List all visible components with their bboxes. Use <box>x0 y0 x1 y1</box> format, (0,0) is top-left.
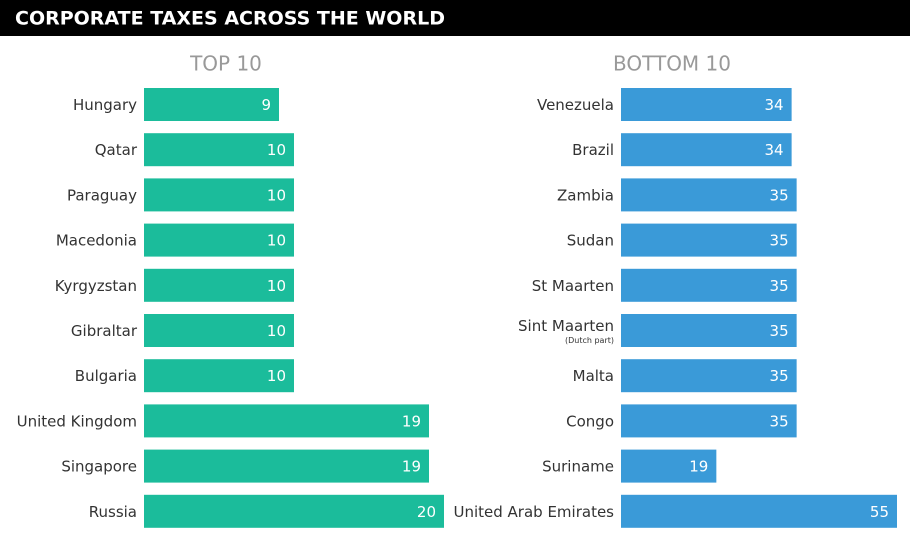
bar <box>621 223 797 257</box>
category-label: Russia <box>89 503 137 521</box>
category-label: Macedonia <box>56 232 137 250</box>
category-label: Zambia <box>557 186 614 204</box>
value-label: 35 <box>770 186 789 204</box>
value-label: 35 <box>770 232 789 250</box>
value-label: 19 <box>402 458 421 476</box>
value-label: 34 <box>765 141 784 159</box>
value-label: 35 <box>770 412 789 430</box>
bar <box>621 404 797 438</box>
category-label: Venezuela <box>537 96 614 114</box>
bar <box>621 133 792 167</box>
category-label: Sudan <box>567 232 614 250</box>
category-label: Brazil <box>572 141 614 159</box>
value-label: 10 <box>267 277 286 295</box>
bar <box>621 494 897 528</box>
category-label: United Arab Emirates <box>453 503 614 521</box>
category-label: Hungary <box>73 96 137 114</box>
value-label: 19 <box>689 458 708 476</box>
bar <box>144 268 294 302</box>
category-label: Sint Maarten <box>518 317 614 335</box>
category-label: Kyrgyzstan <box>55 277 137 295</box>
bar <box>144 359 294 393</box>
bar <box>621 178 797 212</box>
value-label: 55 <box>870 503 889 521</box>
category-label: Bulgaria <box>75 367 137 385</box>
value-label: 10 <box>267 322 286 340</box>
category-label: Paraguay <box>67 186 137 204</box>
category-label: St Maarten <box>532 277 614 295</box>
value-label: 35 <box>770 367 789 385</box>
bar <box>621 449 717 483</box>
chart-title: TOP 10 <box>189 52 262 76</box>
bar <box>621 88 792 121</box>
value-label: 10 <box>267 141 286 159</box>
bar <box>144 223 294 257</box>
category-label: Suriname <box>542 458 614 476</box>
value-label: 10 <box>267 232 286 250</box>
value-label: 35 <box>770 322 789 340</box>
bar <box>144 449 429 483</box>
bar <box>621 268 797 302</box>
bar <box>621 314 797 347</box>
value-label: 35 <box>770 277 789 295</box>
category-label: Qatar <box>95 141 138 159</box>
bar <box>144 494 444 528</box>
page-title: CORPORATE TAXES ACROSS THE WORLD <box>15 8 445 30</box>
value-label: 10 <box>267 367 286 385</box>
value-label: 9 <box>261 96 271 114</box>
value-label: 34 <box>765 96 784 114</box>
bar <box>144 404 429 438</box>
category-label: Gibraltar <box>71 322 138 340</box>
bar <box>621 359 797 393</box>
title-bar <box>0 0 910 36</box>
bar <box>144 88 279 121</box>
category-label: United Kingdom <box>17 412 137 430</box>
value-label: 19 <box>402 412 421 430</box>
bar <box>144 178 294 212</box>
category-label: Malta <box>573 367 614 385</box>
value-label: 10 <box>267 186 286 204</box>
chart-title: BOTTOM 10 <box>613 52 731 76</box>
category-sublabel: (Dutch part) <box>565 336 614 345</box>
category-label: Congo <box>566 412 614 430</box>
value-label: 20 <box>417 503 436 521</box>
category-label: Singapore <box>61 458 137 476</box>
bar <box>144 314 294 347</box>
bar <box>144 133 294 167</box>
